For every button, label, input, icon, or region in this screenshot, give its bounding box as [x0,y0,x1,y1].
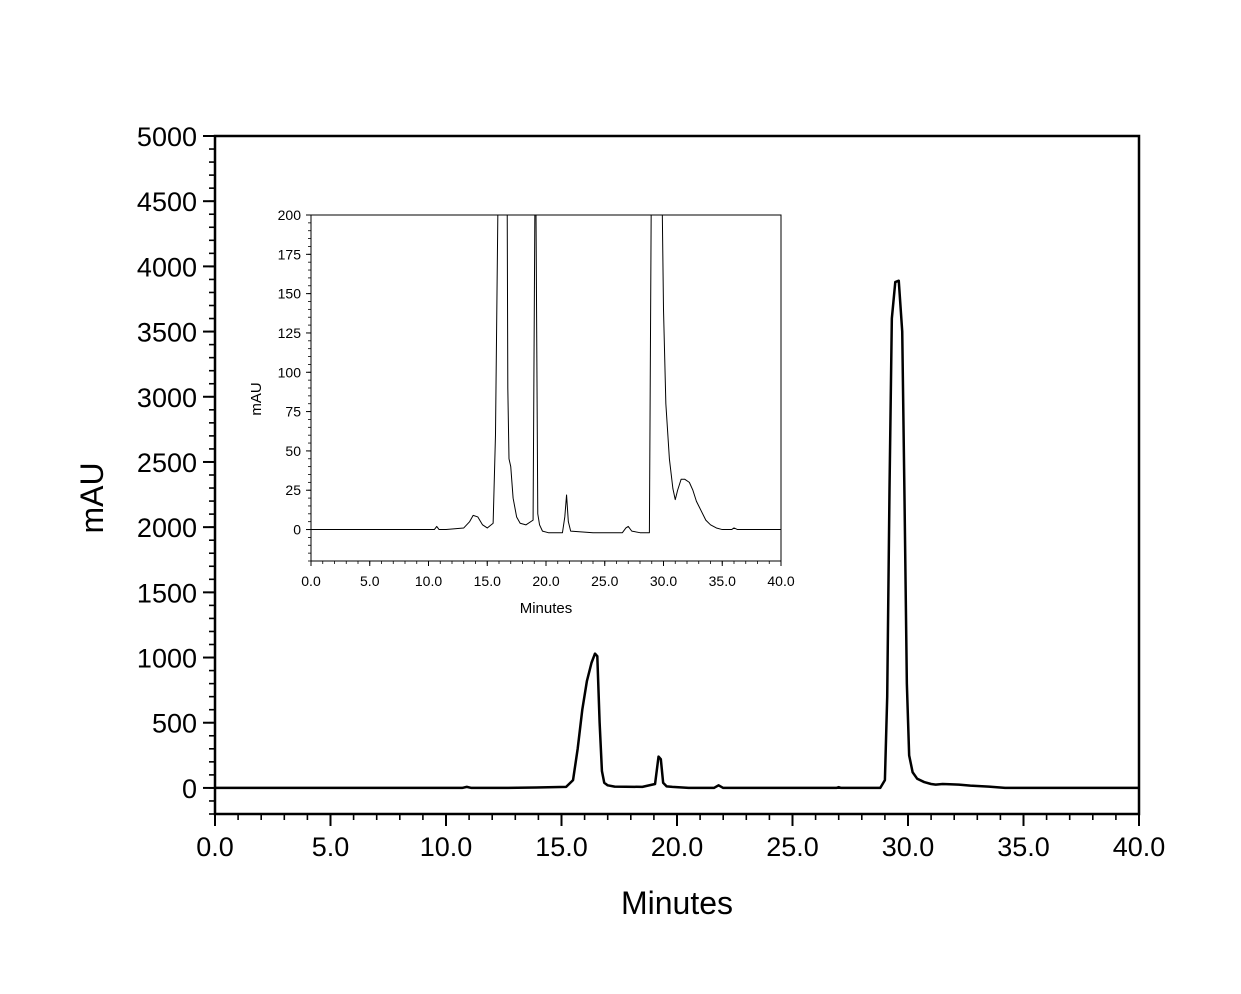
main-y-tick-label: 2000 [137,513,197,543]
main-x-tick-label: 5.0 [312,832,350,862]
inset-x-tick-label: 25.0 [591,573,618,589]
main-series-line [215,279,1139,790]
main-y-tick-label: 4500 [137,187,197,217]
inset-x-tick-label: 35.0 [709,573,736,589]
main-x-tick-label: 35.0 [997,832,1050,862]
main-chromatogram-chart: 0.0 5.0 10.0 15.0 20.0 25.0 30.0 35.0 40.0050010… [74,122,1165,921]
main-y-tick-label: 0 [182,774,197,804]
main-x-tick-label: 20.0 [651,832,704,862]
main-x-tick-label: 30.0 [882,832,935,862]
inset-y-tick-label: 0 [293,522,301,538]
main-y-tick-label: 1500 [137,578,197,608]
main-plot-frame [213,134,1141,816]
inset-y-tick-label: 25 [285,482,301,498]
inset-tick-labels: 0.0 5.0 10.0 15.0 20.0 25.0 30.0 35.0 40.0 0 25 50 7… [278,207,795,589]
inset-chromatogram-trace [311,214,781,534]
inset-x-tick-label: 20.0 [532,573,559,589]
inset-x-axis-title: Minutes [520,600,573,617]
main-y-tick-label: 1000 [137,644,197,674]
inset-chromatogram-chart: 0.0 5.0 10.0 15.0 20.0 25.0 30.0 35.0 40.0 0 25 50 7… [248,207,795,617]
inset-y-tick-label: 100 [278,364,302,380]
main-x-tick-label: 15.0 [535,832,588,862]
inset-x-tick-label: 10.0 [415,573,442,589]
inset-x-tick-label: 40.0 [767,573,794,589]
main-y-axis-title: mAU [74,462,110,533]
inset-y-tick-label: 75 [285,404,301,420]
main-x-tick-label: 40.0 [1113,832,1166,862]
inset-y-tick-label: 175 [278,246,302,262]
inset-plot-frame [310,214,782,562]
main-axis-ticks [203,135,1140,826]
inset-y-tick-label: 50 [285,443,301,459]
inset-y-axis-title: mAU [248,382,265,415]
main-y-tick-label: 2500 [137,448,197,478]
main-x-tick-label: 25.0 [766,832,819,862]
inset-x-tick-label: 30.0 [650,573,677,589]
inset-x-tick-label: 5.0 [360,573,380,589]
main-tick-labels: 0.0 5.0 10.0 15.0 20.0 25.0 30.0 35.0 40.0050010… [137,122,1165,862]
inset-series-line [311,214,781,534]
main-y-tick-label: 5000 [137,122,197,152]
main-y-tick-label: 3000 [137,383,197,413]
inset-x-tick-label: 0.0 [301,573,321,589]
main-y-tick-label: 3500 [137,318,197,348]
inset-y-tick-label: 200 [278,207,302,223]
main-y-tick-label: 500 [152,709,197,739]
main-x-axis-title: Minutes [621,885,733,921]
main-chromatogram-trace [215,279,1139,790]
main-x-tick-label: 0.0 [196,832,234,862]
inset-y-tick-label: 150 [278,286,302,302]
main-y-tick-label: 4000 [137,252,197,282]
main-x-tick-label: 10.0 [420,832,473,862]
inset-x-tick-label: 15.0 [474,573,501,589]
inset-y-tick-label: 125 [278,325,302,341]
